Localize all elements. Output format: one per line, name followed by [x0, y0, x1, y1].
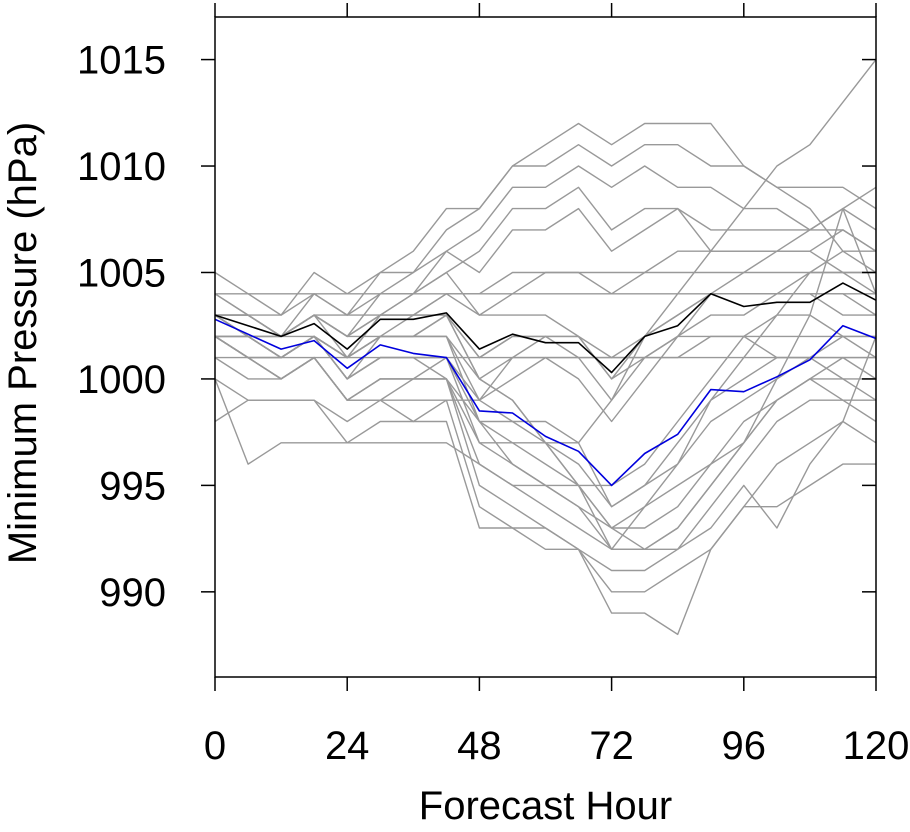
- x-tick-label: 0: [204, 724, 226, 768]
- ensemble-member-line-10: [214, 293, 876, 401]
- x-tick-label: 72: [589, 724, 634, 768]
- ensemble-member-line-5: [214, 207, 876, 316]
- ensemble-member-line-9: [214, 271, 877, 380]
- y-tick-label: 995: [99, 464, 166, 508]
- y-tick-label: 1000: [77, 358, 166, 402]
- ensemble-member-line-7: [215, 229, 877, 338]
- x-tick-label: 96: [722, 724, 767, 768]
- ensemble-member-line-27: [215, 314, 877, 550]
- ensemble-member-line-2: [214, 143, 877, 338]
- x-tick-label: 48: [457, 724, 502, 768]
- x-tick-label: 24: [325, 724, 370, 768]
- y-tick-label: 990: [99, 571, 166, 615]
- ensemble-mean-line: [214, 282, 877, 374]
- y-tick-label: 1005: [77, 251, 166, 295]
- x-axis-label: Forecast Hour: [419, 784, 672, 827]
- y-tick-label: 1010: [77, 145, 166, 189]
- series-layer: [214, 59, 877, 636]
- x-tick-label: 120: [843, 724, 910, 768]
- tick-layer: 0 24 48 72 96 120 990 995 1000 1005 1010 1015: [77, 3, 909, 768]
- ensemble-member-line-19: [214, 335, 876, 636]
- control-forecast-line: [214, 318, 877, 487]
- ensemble-member-line-28: [215, 207, 877, 550]
- y-axis-label: Minimum Pressure (hPa): [1, 122, 45, 564]
- y-tick-label: 1015: [77, 39, 166, 83]
- ensemble-member-line-22: [214, 186, 877, 423]
- ensemble-member-line-3: [215, 165, 877, 359]
- plot-frame: [214, 16, 877, 678]
- ensemble-member-line-12: [214, 335, 876, 444]
